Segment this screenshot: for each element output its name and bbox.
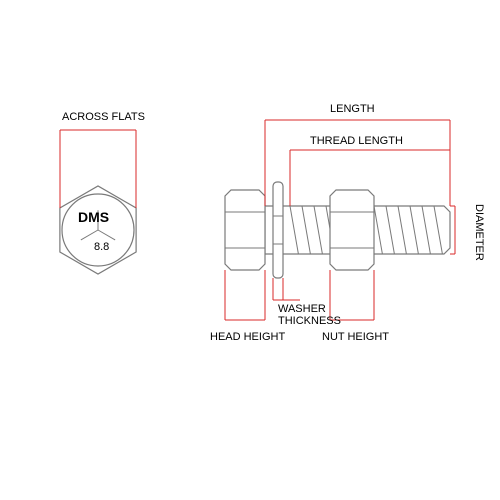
label-head-height: HEAD HEIGHT: [210, 331, 285, 343]
label-diameter: DIAMETER: [473, 204, 485, 261]
grade-text: 8.8: [94, 241, 109, 253]
label-across-flats: ACROSS FLATS: [62, 111, 145, 123]
washer: [273, 182, 283, 278]
label-length: LENGTH: [330, 103, 375, 115]
bolt-head-side: [225, 190, 265, 270]
label-washer-thickness: WASHERTHICKNESS: [278, 303, 341, 327]
brand-text: DMS: [78, 209, 109, 225]
nut-side: [330, 190, 374, 270]
label-thread-length: THREAD LENGTH: [310, 135, 403, 147]
label-nut-height: NUT HEIGHT: [322, 331, 389, 343]
